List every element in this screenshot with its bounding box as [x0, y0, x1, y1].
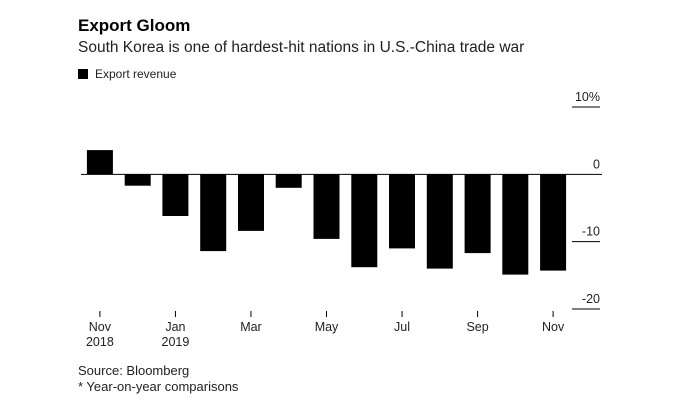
x-tick-label: Sep [466, 320, 488, 334]
x-tick-label: Mar [240, 320, 262, 334]
y-tick-label: 10% [575, 90, 600, 104]
y-tick-label: 0 [593, 157, 600, 171]
x-tick-label: Nov [542, 320, 565, 334]
x-tick-label: Jul [394, 320, 410, 334]
legend-swatch [78, 69, 88, 79]
bar [313, 174, 340, 239]
x-tick-label: May [315, 320, 339, 334]
source-note: Source: Bloomberg [78, 363, 190, 378]
x-tick-year-label: 2019 [162, 335, 190, 349]
bar [200, 174, 227, 252]
bar [540, 174, 567, 271]
x-tick-label: Jan [165, 320, 185, 334]
bar [275, 174, 302, 188]
x-tick-year-label: 2018 [86, 335, 114, 349]
bar [238, 174, 264, 231]
legend-label: Export revenue [95, 67, 177, 81]
bar [464, 174, 491, 254]
bar [351, 174, 378, 268]
bar [389, 174, 415, 249]
x-tick-label: Nov [89, 320, 112, 334]
y-tick-label: -10 [582, 225, 600, 239]
bar [86, 150, 113, 175]
legend: Export revenue [78, 67, 176, 81]
bar [124, 174, 151, 186]
chart-subtitle: South Korea is one of hardest-hit nation… [78, 39, 525, 56]
bar [502, 174, 529, 275]
bar [426, 174, 453, 269]
chart-title: Export Gloom [78, 16, 191, 35]
footnote: * Year-on-year comparisons [78, 379, 239, 394]
bar [162, 174, 189, 216]
y-tick-label: -20 [582, 292, 600, 306]
